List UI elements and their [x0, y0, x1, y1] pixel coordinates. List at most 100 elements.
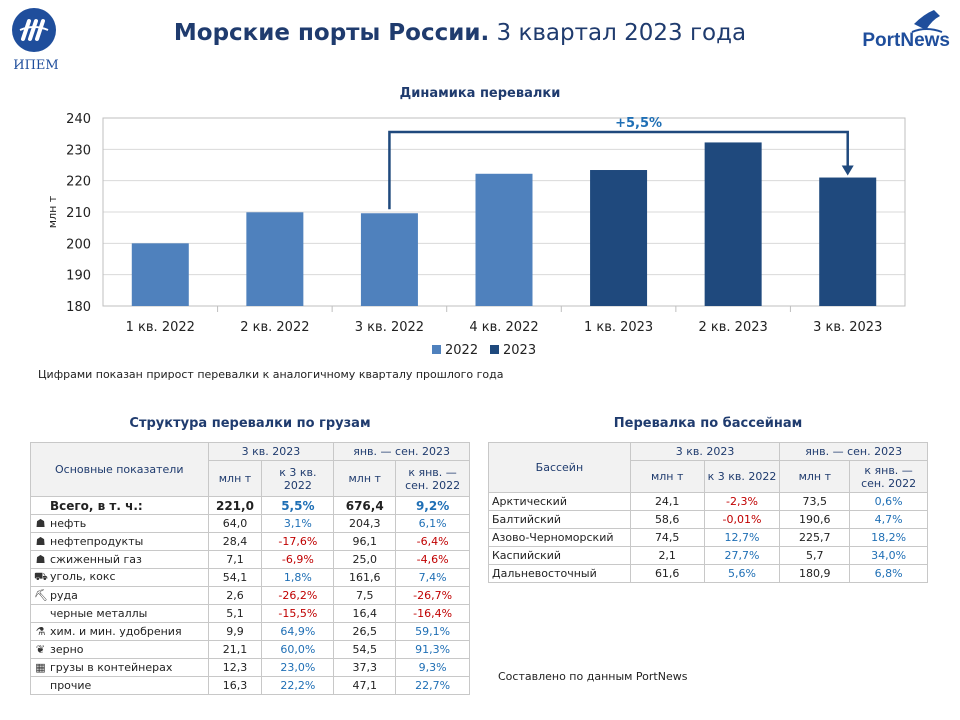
cargo-label-cell: ▦ грузы в контейнерах [30, 658, 209, 677]
cargo-label-cell: ⛟ уголь, кокс [30, 568, 209, 587]
y-tick-label: 230 [66, 143, 91, 158]
cargo-row-label: хим. и мин. удобрения [50, 625, 182, 638]
cargo-row: черные металлы 5,1 -15,5% 16,4 -16,4% [30, 604, 470, 623]
cargo-type-icon: ⛏ [34, 589, 48, 602]
cargo-group2: янв. — сен. 2023 [333, 442, 470, 461]
basin-table: Бассейн 3 кв. 2023 янв. — сен. 2023 млн … [488, 442, 928, 583]
bar [131, 243, 189, 306]
legend-swatch [432, 345, 441, 354]
cargo-q3-change: -17,6% [261, 532, 335, 551]
basin-q3-volume: 2,1 [629, 546, 705, 565]
x-tick-label: 3 кв. 2023 [813, 320, 882, 335]
cargo-label-cell: ☗ нефть [30, 514, 209, 533]
annotation-label: +5,5% [615, 116, 662, 131]
cargo-q3-volume: 9,9 [207, 622, 263, 641]
bar [246, 212, 304, 306]
cargo-q3-volume: 64,0 [207, 514, 263, 533]
cargo-q3-volume: 16,3 [207, 676, 263, 695]
page-title: Морские порты России. 3 квартал 2023 год… [0, 20, 920, 46]
cargo-q3-change: 1,8% [261, 568, 335, 587]
cargo-row: ☗ нефть 64,0 3,1% 204,3 6,1% [30, 514, 470, 533]
cargo-label-cell: ⛏ руда [30, 586, 209, 605]
cargo-row: ☗ сжиженный газ 7,1 -6,9% 25,0 -4,6% [30, 550, 470, 569]
basin-q3-change: -0,01% [703, 510, 781, 529]
basin-label-cell: Каспийский [488, 546, 631, 565]
cargo-ytd-volume: 16,4 [333, 604, 397, 623]
cargo-row: ⛟ уголь, кокс 54,1 1,8% 161,6 7,4% [30, 568, 470, 587]
cargo-label-cell: Всего, в т. ч.: [30, 496, 209, 515]
basin-table-title: Перевалка по бассейнам [613, 416, 803, 431]
basin-q3-change: 27,7% [703, 546, 781, 565]
x-tick-label: 2 кв. 2022 [240, 320, 309, 335]
cargo-q3-volume: 21,1 [207, 640, 263, 659]
ship-icon [911, 10, 943, 33]
cargo-type-icon: ▦ [35, 661, 46, 674]
basin-row-label: Балтийский [492, 513, 562, 526]
cargo-ytd-volume: 676,4 [333, 496, 397, 515]
basin-row: Арктический 24,1 -2,3% 73,5 0,6% [488, 492, 928, 511]
basin-row: Азово-Черноморский 74,5 12,7% 225,7 18,2% [488, 528, 928, 547]
cargo-row-label: нефть [50, 517, 87, 530]
cargo-q3-volume: 54,1 [207, 568, 263, 587]
cargo-q3-volume: 5,1 [207, 604, 263, 623]
chart-bars [131, 142, 877, 306]
cargo-q3-change: 22,2% [261, 676, 335, 695]
basin-q3-volume: 24,1 [629, 492, 705, 511]
cargo-row: ❦ зерно 21,1 60,0% 54,5 91,3% [30, 640, 470, 659]
cargo-q3-change: -26,2% [261, 586, 335, 605]
bar [819, 177, 877, 306]
basin-row-label: Азово-Черноморский [492, 531, 614, 544]
cargo-ytd-volume: 7,5 [333, 586, 397, 605]
x-tick-label: 3 кв. 2022 [355, 320, 424, 335]
basin-ytd-change: 18,2% [849, 528, 928, 547]
chart-ticks: 180 190 200 210 220 230 240 1 кв. 2022 2 кв. 202… [66, 112, 882, 335]
basin-ytd-change: 34,0% [849, 546, 928, 565]
cargo-ytd-change: 9,2% [395, 496, 470, 515]
cargo-sub-col: млн т [333, 460, 397, 497]
basin-sub-col: к янв. — сен. 2022 [849, 460, 928, 493]
bar [360, 213, 418, 306]
cargo-label-cell: ⚗ хим. и мин. удобрения [30, 622, 209, 641]
annotation-arrowhead [841, 165, 854, 176]
x-tick-label: 4 кв. 2022 [469, 320, 538, 335]
cargo-q3-change: 3,1% [261, 514, 335, 533]
basin-group1: 3 кв. 2023 [629, 442, 781, 461]
x-tick-label: 1 кв. 2023 [584, 320, 653, 335]
ipem-logo: ИПЕМ [10, 8, 62, 74]
x-tick-label: 2 кв. 2023 [699, 320, 768, 335]
cargo-row-label: Всего, в т. ч.: [50, 498, 143, 513]
cargo-ytd-volume: 204,3 [333, 514, 397, 533]
y-tick-label: 200 [66, 237, 91, 252]
cargo-label-cell: ❦ зерно [30, 640, 209, 659]
basin-q3-volume: 61,6 [629, 564, 705, 583]
page-title-bold: Морские порты России. [173, 20, 490, 46]
basin-label-cell: Азово-Черноморский [488, 528, 631, 547]
legend-label: 2022 [445, 343, 478, 358]
cargo-sub-col: млн т [207, 460, 263, 497]
basin-row: Балтийский 58,6 -0,01% 190,6 4,7% [488, 510, 928, 529]
y-tick-label: 240 [66, 112, 91, 127]
ipem-logo-text: ИПЕМ [13, 58, 59, 73]
cargo-type-icon: ⚗ [35, 625, 46, 638]
basin-q3-volume: 74,5 [629, 528, 705, 547]
cargo-q3-volume: 2,6 [207, 586, 263, 605]
cargo-q3-volume: 221,0 [207, 496, 263, 515]
basin-q3-change: -2,3% [703, 492, 781, 511]
cargo-ytd-change: 91,3% [395, 640, 470, 659]
cargo-ytd-change: -16,4% [395, 604, 470, 623]
source-note: Составлено по данным PortNews [498, 670, 688, 683]
cargo-q3-change: -6,9% [261, 550, 335, 569]
chart-legend: 2022 2023 [432, 343, 536, 358]
portnews-logo: PortNews [850, 6, 950, 54]
cargo-ytd-volume: 96,1 [333, 532, 397, 551]
chart-note: Цифрами показан прирост перевалки к анал… [38, 368, 504, 381]
basin-label-cell: Арктический [488, 492, 631, 511]
cargo-ytd-volume: 161,6 [333, 568, 397, 587]
basin-ytd-volume: 73,5 [779, 492, 851, 511]
cargo-row-label: грузы в контейнерах [50, 661, 173, 674]
cargo-ytd-change: -6,4% [395, 532, 470, 551]
cargo-head-label: Основные показатели [30, 442, 209, 497]
cargo-row: Всего, в т. ч.: 221,0 5,5% 676,4 9,2% [30, 496, 470, 515]
bar [704, 142, 762, 306]
cargo-ytd-change: -4,6% [395, 550, 470, 569]
